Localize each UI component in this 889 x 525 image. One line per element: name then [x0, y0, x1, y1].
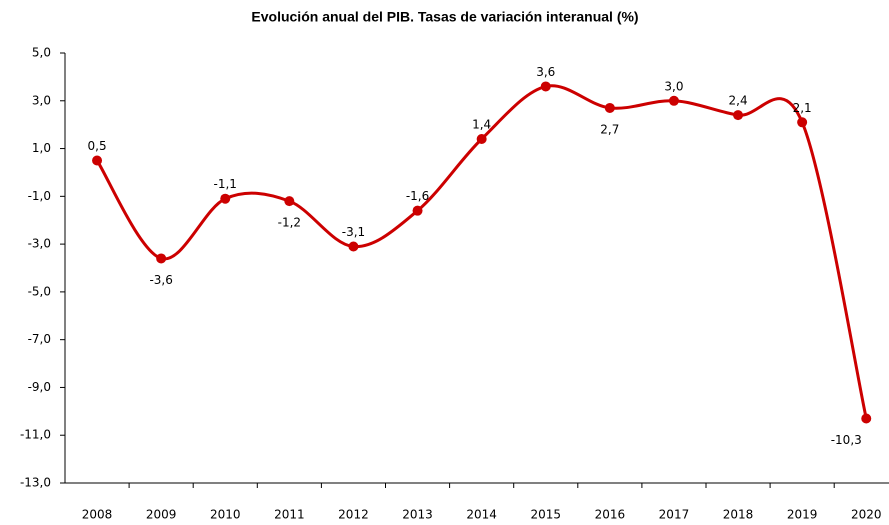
data-label: -1,2 — [278, 216, 301, 230]
data-label: 2,7 — [600, 122, 619, 136]
x-tick-label: 2016 — [595, 508, 626, 522]
x-tick-label: 2015 — [530, 508, 561, 522]
point — [540, 81, 551, 92]
point — [220, 193, 231, 204]
point — [733, 110, 744, 121]
y-tick-label: -13,0 — [20, 476, 51, 490]
data-label: -3,1 — [342, 225, 365, 239]
x-tick-label: 2014 — [466, 508, 497, 522]
y-tick-label: -3,0 — [28, 237, 51, 251]
point — [412, 205, 423, 216]
y-tick-label: -7,0 — [28, 332, 51, 346]
y-tick-label: -11,0 — [20, 428, 51, 442]
x-tick-label: 2018 — [723, 508, 754, 522]
point — [476, 134, 487, 144]
data-label: 2,4 — [729, 94, 748, 108]
data-label: 3,0 — [664, 79, 683, 93]
y-tick-label: -1,0 — [28, 189, 51, 203]
x-tick-label: 2013 — [402, 508, 433, 522]
data-label: -1,1 — [214, 177, 237, 191]
point — [668, 95, 679, 106]
y-tick-label: 1,0 — [32, 141, 51, 155]
y-tick-label: 5,0 — [32, 46, 51, 60]
point — [861, 413, 872, 424]
chart-title: Evolución anual del PIB. Tasas de variac… — [251, 9, 638, 25]
data-label: 3,6 — [536, 65, 555, 79]
x-tick-label: 2012 — [338, 508, 369, 522]
x-tick-label: 2008 — [82, 508, 113, 522]
data-label: -3,6 — [149, 273, 172, 287]
x-tick-label: 2009 — [146, 508, 177, 522]
y-tick-label: -5,0 — [28, 284, 51, 298]
data-label: 2,1 — [793, 101, 812, 115]
point — [797, 117, 808, 128]
y-tick-label: 3,0 — [32, 93, 51, 107]
data-label: -10,3 — [831, 433, 862, 447]
x-tick-label: 2010 — [210, 508, 241, 522]
x-tick-label: 2011 — [274, 508, 305, 522]
point — [348, 241, 359, 252]
y-tick-label: -9,0 — [28, 380, 51, 394]
x-tick-label: 2019 — [787, 508, 818, 522]
point — [156, 253, 167, 264]
data-label: -1,6 — [406, 189, 429, 203]
point — [284, 196, 295, 207]
x-tick-label: 2017 — [659, 508, 690, 522]
x-tick-label: 2020 — [851, 508, 882, 522]
data-label: 0,5 — [88, 139, 107, 153]
point — [604, 102, 615, 113]
data-label: 1,4 — [472, 118, 491, 132]
point — [92, 155, 103, 166]
